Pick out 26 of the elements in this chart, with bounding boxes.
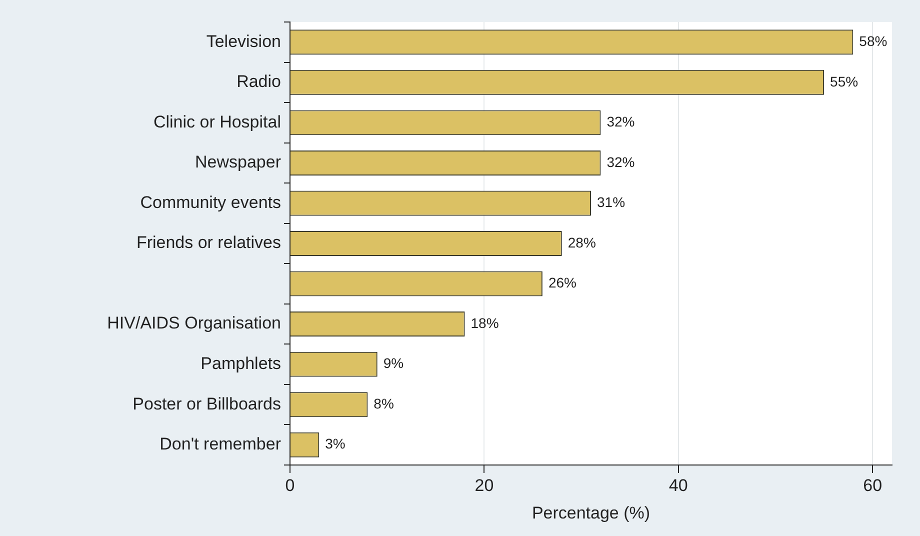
y-tick-label: Newspaper: [195, 152, 282, 172]
x-tick-label: 20: [474, 476, 494, 495]
y-tick-label: Friends or relatives: [136, 233, 281, 252]
y-tick-label: Community events: [140, 192, 281, 212]
y-tick-label: HIV/AIDS Organisation: [107, 314, 281, 333]
y-tick-label: Pamphlets: [200, 354, 281, 374]
x-tick-label: 60: [863, 476, 882, 495]
data-label: 32%: [606, 154, 635, 170]
data-label: 28%: [568, 234, 596, 250]
data-label: 3%: [325, 436, 346, 452]
x-axis-title: Percentage (%): [532, 503, 650, 522]
data-label: 8%: [374, 395, 394, 412]
data-label: 55%: [830, 73, 858, 90]
y-tick-label: Television: [206, 32, 281, 51]
y-tick-label: Don't remember: [160, 434, 282, 454]
data-label: 26%: [548, 274, 576, 291]
data-label: 32%: [606, 114, 635, 130]
data-label: 9%: [383, 355, 404, 372]
data-label: 18%: [470, 314, 499, 331]
data-label: 58%: [859, 32, 888, 49]
data-label: 31%: [597, 194, 626, 210]
x-tick-label: 0: [285, 476, 295, 495]
y-tick-label: Clinic or Hospital: [153, 112, 281, 132]
x-tick-label: 40: [668, 476, 688, 495]
y-tick-label: Poster or Billboards: [132, 394, 281, 414]
y-tick-label: Radio: [236, 72, 281, 92]
